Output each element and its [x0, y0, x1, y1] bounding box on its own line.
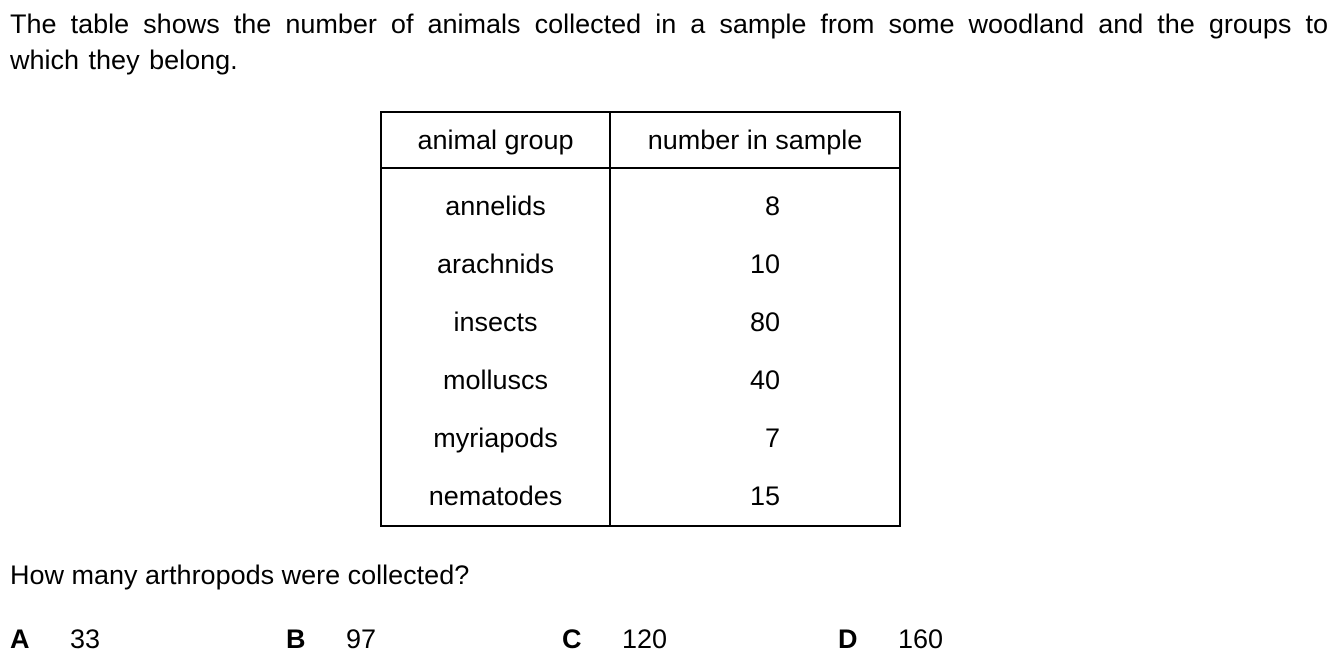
table-row: annelids 8 [381, 168, 900, 235]
option-b[interactable]: B 97 [286, 621, 376, 657]
header-animal-group: animal group [381, 112, 611, 169]
option-c[interactable]: C 120 [562, 621, 667, 657]
option-d[interactable]: D 160 [838, 621, 943, 657]
option-value: 160 [898, 624, 944, 654]
number-cell: 10 [610, 235, 900, 293]
intro-text: The table shows the number of animals co… [10, 9, 1328, 75]
table-row: myriapods 7 [381, 409, 900, 467]
number-cell: 8 [610, 168, 900, 235]
number-value: 80 [749, 306, 780, 337]
number-value: 8 [764, 190, 780, 221]
number-cell: 15 [610, 467, 900, 526]
animal-group-cell: myriapods [381, 409, 611, 467]
question-text: How many arthropods were collected? [10, 560, 470, 590]
table-row: insects 80 [381, 293, 900, 351]
animal-group-cell: annelids [381, 168, 611, 235]
header-number-in-sample: number in sample [610, 112, 900, 169]
number-value: 7 [764, 422, 780, 453]
option-letter: B [286, 624, 306, 654]
number-value: 40 [749, 364, 780, 395]
number-value: 15 [749, 480, 780, 511]
number-value: 10 [749, 248, 780, 279]
animal-group-cell: molluscs [381, 351, 611, 409]
option-value: 33 [70, 624, 101, 654]
option-letter: A [10, 624, 30, 654]
option-value: 97 [346, 624, 377, 654]
animal-group-cell: insects [381, 293, 611, 351]
option-a[interactable]: A 33 [10, 621, 100, 657]
option-letter: D [838, 624, 858, 654]
table-row: nematodes 15 [381, 467, 900, 526]
table-header-row: animal group number in sample [381, 112, 900, 169]
number-cell: 80 [610, 293, 900, 351]
number-cell: 7 [610, 409, 900, 467]
animal-group-cell: arachnids [381, 235, 611, 293]
table-row: arachnids 10 [381, 235, 900, 293]
option-letter: C [562, 624, 582, 654]
number-cell: 40 [610, 351, 900, 409]
animal-sample-table: animal group number in sample annelids 8… [380, 111, 901, 527]
option-value: 120 [622, 624, 668, 654]
animal-group-cell: nematodes [381, 467, 611, 526]
table-row: molluscs 40 [381, 351, 900, 409]
